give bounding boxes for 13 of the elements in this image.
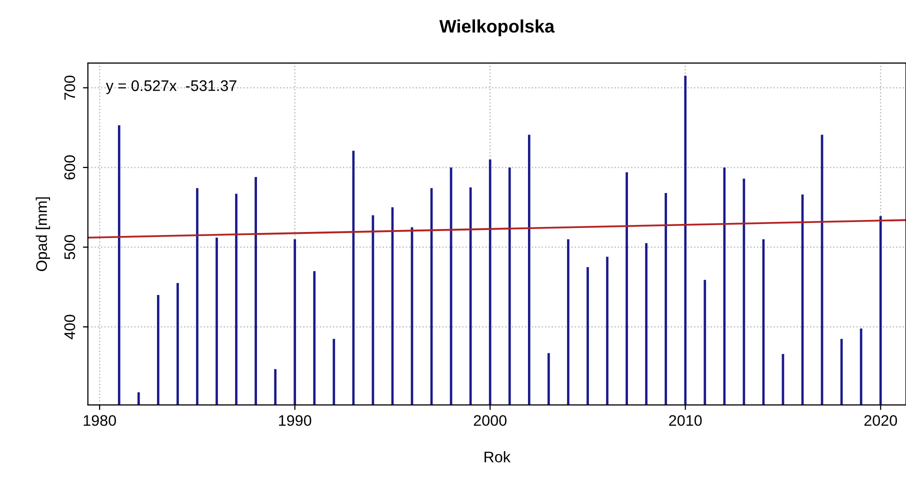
annotation: y = 0.527x -531.37 xyxy=(106,80,236,94)
chart-title: Wielkopolska xyxy=(439,19,555,36)
x-tick-label: 2020 xyxy=(864,415,898,426)
x-tick-label: 1980 xyxy=(84,415,116,426)
y-tick-label: 400 xyxy=(64,314,76,340)
y-tick-label: 600 xyxy=(64,155,76,180)
x-tick-label: 2000 xyxy=(474,415,507,426)
y-axis-title: Opad [mm] xyxy=(36,197,50,272)
x-tick-label: 2010 xyxy=(669,415,702,426)
x-tick-label: 1990 xyxy=(279,415,312,426)
y-tick-label: 700 xyxy=(64,76,76,100)
y-tick-label: 500 xyxy=(64,235,76,260)
x-axis-title: Rok xyxy=(484,451,511,462)
